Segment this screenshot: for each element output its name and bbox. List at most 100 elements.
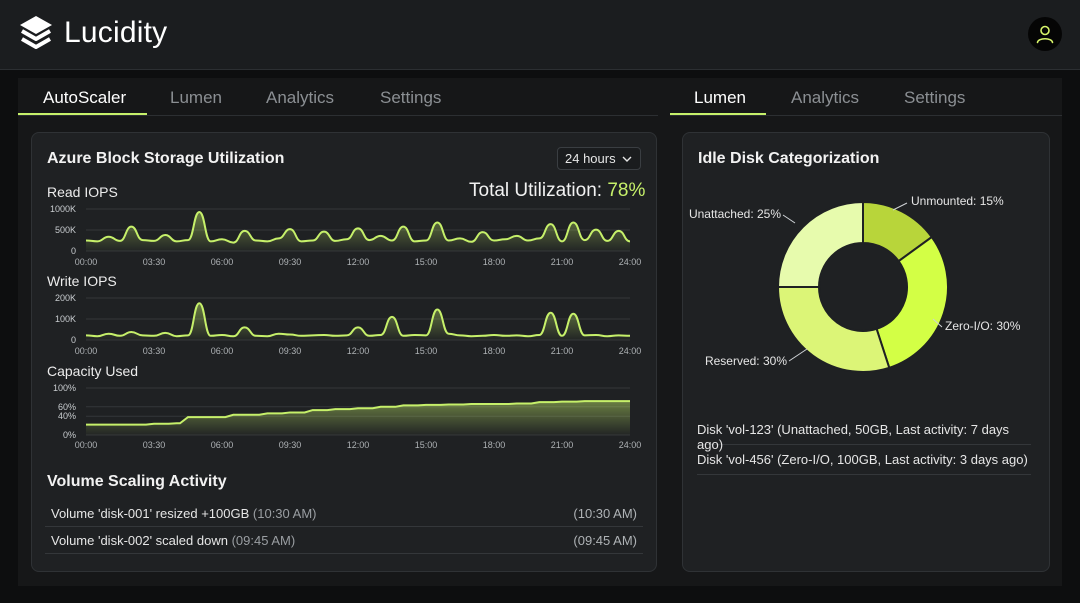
tab-settings[interactable]: Settings (380, 88, 442, 107)
activity-time: (10:30 AM) (573, 506, 637, 521)
capacity-used-chart: 100% 60%40% 0%00:00 03:30 06:00 09:30 12:00 15:… (53, 383, 642, 450)
x-tick-label: 09:30 (279, 346, 302, 356)
activity-text: Volume 'disk-001' resized +100GB (10:30 … (51, 506, 317, 521)
slice-label: Unattached: 25% (689, 207, 781, 221)
capacity-area (86, 401, 630, 435)
y-tick-label: 0 (71, 335, 76, 345)
leader-line (932, 318, 943, 328)
y-tick-label: 0 (71, 246, 76, 256)
app-header: Lucidity (0, 0, 1080, 70)
slice-label: Unmounted: 15% (911, 194, 1004, 208)
x-tick-label: 18:00 (483, 440, 506, 450)
slice-label: Zero-I/O: 30% (945, 319, 1021, 333)
y-tick-label: 1000K (50, 204, 76, 214)
time-range-value: 24 hours (565, 151, 616, 166)
x-tick-label: 03:30 (143, 257, 166, 267)
time-range-select[interactable]: 24 hours (557, 147, 641, 170)
leader-line (892, 202, 908, 211)
card-title: Idle Disk Categorization (698, 150, 880, 167)
capacity-line (86, 400, 630, 426)
leader-line (788, 348, 808, 362)
donut-slice (776, 286, 891, 373)
idle-disk-card: Idle Disk Categorization Unmounted: 15% Z… (682, 132, 1050, 572)
x-tick-label: 00:00 (75, 346, 98, 356)
series-line (85, 302, 631, 338)
x-tick-label: 03:30 (143, 346, 166, 356)
donut-slice (776, 200, 864, 288)
y-tick-label: 500K (55, 225, 76, 235)
leader-line (782, 214, 796, 224)
write-iops-label: Write IOPS (47, 273, 117, 289)
x-tick-label: 06:00 (211, 257, 234, 267)
y-tick-label: 200K (55, 293, 76, 303)
tab-divider (670, 115, 1062, 116)
y-tick-label: 60% (58, 402, 76, 412)
y-tick-label: 100K (55, 314, 76, 324)
slice-label: Reserved: 30% (705, 354, 787, 368)
user-icon (1036, 25, 1054, 44)
x-tick-label: 15:00 (415, 346, 438, 356)
lumen-pane: Lumen Analytics Settings Idle Disk Categ… (670, 78, 1062, 586)
user-avatar-button[interactable] (1028, 17, 1062, 51)
series-area (86, 211, 630, 251)
x-tick-label: 00:00 (75, 257, 98, 267)
y-tick-label: 0% (63, 430, 76, 440)
x-tick-label: 03:30 (143, 440, 166, 450)
right-tab-bar: Lumen Analytics Settings (670, 78, 978, 116)
total-utilization-value: 78% (607, 180, 646, 201)
x-tick-label: 12:00 (347, 257, 370, 267)
storage-utilization-card: Azure Block Storage Utilization 24 hours… (31, 132, 657, 572)
activity-title: Volume Scaling Activity (47, 473, 227, 490)
y-tick-label: 100% (53, 383, 76, 393)
x-tick-label: 09:30 (279, 440, 302, 450)
activity-time: (09:45 AM) (573, 533, 637, 548)
total-utilization-label: Total Utilization: (469, 180, 603, 201)
card-title: Azure Block Storage Utilization (47, 150, 285, 167)
disk-row[interactable]: Disk 'vol-123' (Unattached, 50GB, Last a… (697, 415, 1031, 452)
idle-disk-donut-chart: Unmounted: 15% Zero-I/O: 30% Reserved: 30%… (689, 194, 1021, 373)
donut-slice (875, 235, 949, 370)
app-name: Lucidity (64, 16, 168, 49)
left-tab-bar: AutoScaler Lumen Analytics Settings (18, 78, 457, 116)
x-tick-label: 06:00 (211, 440, 234, 450)
x-tick-label: 06:00 (211, 346, 234, 356)
disk-row[interactable]: Disk 'vol-456' (Zero-I/O, 100GB, Last ac… (697, 445, 1031, 475)
x-tick-label: 18:00 (483, 257, 506, 267)
layers-icon (20, 16, 52, 49)
activity-text: Volume 'disk-002' scaled down (09:45 AM) (51, 533, 296, 548)
x-tick-label: 12:00 (347, 346, 370, 356)
write-iops-chart: 200K 100K 000:00 03:30 06:00 09:30 12:00 15:00 1… (55, 293, 642, 356)
x-tick-label: 00:00 (75, 440, 98, 450)
activity-row[interactable]: Volume 'disk-002' scaled down (09:45 AM)… (45, 527, 643, 554)
total-utilization: Total Utilization: 78% (469, 180, 645, 202)
tab-settings[interactable]: Settings (904, 88, 966, 107)
x-tick-label: 15:00 (415, 257, 438, 267)
tab-analytics[interactable]: Analytics (266, 88, 335, 107)
tab-divider (18, 115, 658, 116)
x-tick-label: 21:00 (551, 257, 574, 267)
autoscaler-pane: AutoScaler Lumen Analytics Settings Azur… (18, 78, 670, 586)
capacity-used-label: Capacity Used (47, 363, 139, 379)
series-area (86, 303, 630, 340)
tab-lumen[interactable]: Lumen (670, 78, 766, 116)
logo[interactable]: Lucidity (18, 14, 167, 52)
tab-lumen[interactable]: Lumen (170, 88, 222, 107)
chevron-down-icon (622, 156, 632, 162)
x-tick-label: 21:00 (551, 440, 574, 450)
x-tick-label: 15:00 (415, 440, 438, 450)
series-line (85, 210, 631, 244)
x-tick-label: 12:00 (347, 440, 370, 450)
x-tick-label: 21:00 (551, 346, 574, 356)
read-iops-label: Read IOPS (47, 184, 118, 200)
x-tick-label: 09:30 (279, 257, 302, 267)
read-iops-chart: 1000K 500K 000:00 03:30 06:00 09:30 12:00 15:00… (50, 204, 642, 267)
tab-autoscaler[interactable]: AutoScaler (18, 78, 147, 116)
y-tick-label: 40% (58, 411, 76, 421)
x-tick-label: 18:00 (483, 346, 506, 356)
tab-analytics[interactable]: Analytics (791, 88, 860, 107)
activity-row[interactable]: Volume 'disk-001' resized +100GB (10:30 … (45, 500, 643, 527)
disk-text: Disk 'vol-123' (Unattached, 50GB, Last a… (697, 422, 1010, 452)
x-tick-label: 24:00 (619, 257, 642, 267)
x-tick-label: 24:00 (619, 440, 642, 450)
x-tick-label: 24:00 (619, 346, 642, 356)
